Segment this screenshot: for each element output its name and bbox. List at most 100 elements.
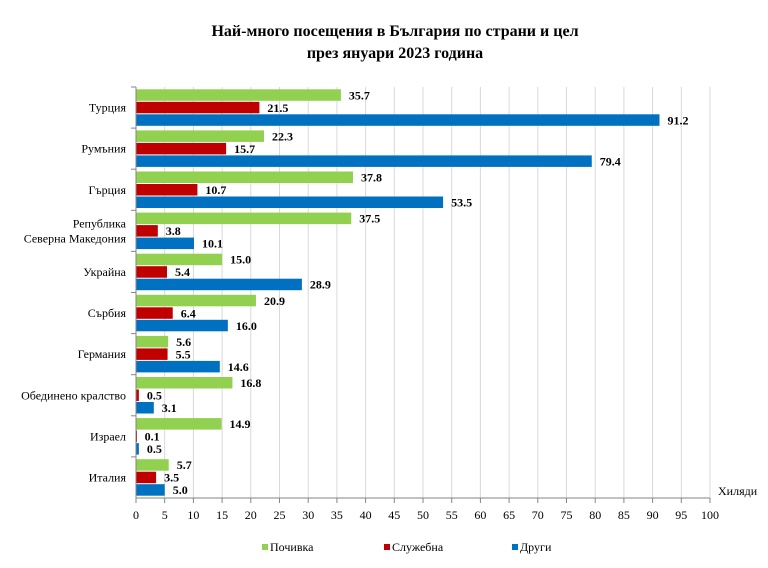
data-label: 79.4: [600, 154, 621, 168]
bar-Почивка: [136, 294, 256, 307]
bar-Служебна: [136, 142, 227, 155]
data-label: 91.2: [667, 113, 688, 127]
category-label: Германия: [78, 347, 127, 361]
bar-Други: [136, 443, 139, 455]
x-tick-label: 70: [532, 508, 544, 522]
data-label: 35.7: [349, 88, 370, 102]
x-tick-label: 25: [274, 508, 286, 522]
chart-title-line-2: през януари 2023 година: [307, 45, 483, 62]
legend-swatch: [262, 544, 268, 550]
legend-label: Почивка: [270, 540, 314, 554]
bar-Почивка: [136, 130, 265, 142]
data-label: 0.5: [147, 389, 162, 403]
data-label: 16.8: [240, 376, 261, 390]
data-label: 5.0: [173, 483, 188, 497]
data-label: 3.8: [166, 224, 181, 238]
bar-Други: [136, 402, 154, 414]
x-tick-label: 35: [331, 508, 343, 522]
x-tick-label: 100: [701, 508, 719, 522]
chart-title-line-1: Най-много посещения в България по страни…: [211, 23, 578, 40]
x-tick-label: 90: [647, 508, 659, 522]
bar-Почивка: [136, 253, 223, 266]
x-tick-label: 15: [216, 508, 228, 522]
data-label: 10.7: [205, 183, 226, 197]
category-label: Обединено кралство: [21, 388, 126, 402]
x-tick-label: 95: [675, 508, 687, 522]
bar-Други: [136, 196, 444, 208]
bar-Други: [136, 278, 302, 291]
x-tick-label: 40: [360, 508, 372, 522]
x-tick-label: 0: [133, 508, 139, 522]
x-tick-label: 45: [388, 508, 400, 522]
x-axis-unit-label: Хиляди: [718, 484, 758, 498]
data-label: 6.4: [181, 306, 196, 320]
bar-Служебна: [136, 266, 167, 278]
category-label: Гърция: [88, 183, 126, 197]
data-label: 28.9: [310, 278, 331, 292]
x-tick-label: 60: [474, 508, 486, 522]
x-tick-label: 5: [162, 508, 168, 522]
data-label: 37.8: [361, 171, 382, 185]
x-tick-label: 65: [503, 508, 515, 522]
bar-Почивка: [136, 335, 169, 348]
bar-Служебна: [136, 348, 168, 360]
category-label: Украйна: [83, 265, 126, 279]
bar-Почивка: [136, 418, 222, 430]
category-label: Италия: [89, 470, 127, 484]
legend-swatch: [384, 544, 390, 550]
bar-Служебна: [136, 225, 158, 237]
data-label: 3.5: [164, 471, 179, 485]
bar-Почивка: [136, 377, 233, 389]
data-label: 0.5: [147, 442, 162, 456]
bar-Други: [136, 360, 220, 373]
data-label: 5.7: [177, 458, 192, 472]
data-label: 14.9: [230, 417, 251, 431]
data-label: 0.1: [145, 430, 160, 444]
data-label: 3.1: [162, 401, 177, 415]
bar-Служебна: [136, 184, 198, 196]
data-label: 5.6: [176, 335, 191, 349]
legend-label: Други: [520, 540, 552, 554]
bar-Други: [136, 237, 194, 250]
bar-Почивка: [136, 89, 341, 101]
bar-Други: [136, 114, 660, 126]
data-label: 37.5: [359, 212, 380, 226]
bar-Почивка: [136, 212, 352, 225]
category-label: Република: [73, 216, 127, 230]
x-tick-label: 20: [245, 508, 257, 522]
data-label: 22.3: [272, 129, 293, 143]
data-label: 5.5: [176, 347, 191, 361]
x-tick-label: 30: [302, 508, 314, 522]
category-label: Израел: [90, 429, 126, 443]
bar-Други: [136, 319, 228, 332]
data-label: 53.5: [451, 196, 472, 210]
data-label: 10.1: [202, 237, 223, 251]
x-tick-label: 50: [417, 508, 429, 522]
x-tick-label: 75: [561, 508, 573, 522]
data-label: 15.0: [230, 253, 251, 267]
bar-Почивка: [136, 171, 353, 183]
category-label: Румъния: [81, 142, 126, 156]
bar-Служебна: [136, 307, 173, 319]
bar-Почивка: [136, 459, 169, 471]
x-tick-label: 85: [618, 508, 630, 522]
legend-label: Служебна: [392, 540, 444, 554]
x-tick-label: 10: [187, 508, 199, 522]
bar-Служебна: [136, 389, 139, 401]
data-label: 21.5: [267, 101, 288, 115]
category-label: Турция: [89, 101, 127, 115]
category-label: Сърбия: [88, 306, 127, 320]
data-label: 16.0: [236, 319, 257, 333]
data-label: 20.9: [264, 294, 285, 308]
data-label: 14.6: [228, 360, 249, 374]
bar-Служебна: [136, 471, 157, 484]
x-tick-label: 80: [589, 508, 601, 522]
data-label: 5.4: [175, 265, 190, 279]
x-tick-label: 55: [446, 508, 458, 522]
bar-Служебна: [136, 101, 260, 114]
legend-swatch: [512, 544, 518, 550]
data-label: 15.7: [234, 142, 255, 156]
bar-Други: [136, 484, 165, 496]
category-label: Северна Македония: [24, 231, 127, 245]
